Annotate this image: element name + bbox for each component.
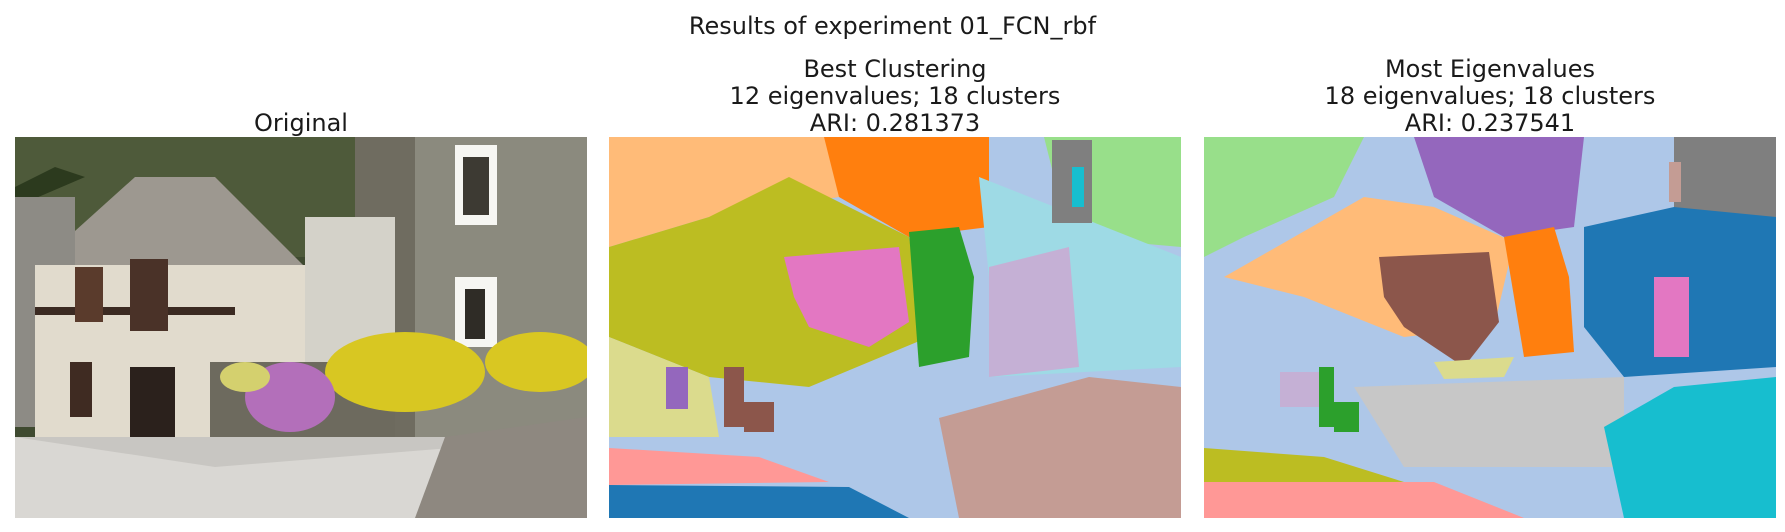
best-clustering-map — [609, 137, 1181, 518]
panel-title-line: Best Clustering — [803, 55, 987, 83]
panel-title-line: Most Eigenvalues — [1384, 55, 1596, 83]
panel-title-line: Original — [254, 109, 348, 137]
panel-title: Original — [15, 110, 587, 137]
panel-title-line: 18 eigenvalues; 18 clusters — [1324, 82, 1656, 110]
panel-original: Original — [15, 0, 587, 532]
panel-title-line: ARI: 0.237541 — [1404, 109, 1576, 137]
original-image — [15, 137, 587, 518]
panel-title-line: ARI: 0.281373 — [809, 109, 981, 137]
most-eigenvalues-map — [1204, 137, 1776, 518]
cluster-map — [609, 137, 1181, 518]
cluster-map — [1204, 137, 1776, 518]
panel-most-eigenvalues: Most Eigenvalues 18 eigenvalues; 18 clus… — [1204, 0, 1776, 532]
panel-title-line: 12 eigenvalues; 18 clusters — [729, 82, 1061, 110]
panel-title: Best Clustering 12 eigenvalues; 18 clust… — [609, 56, 1181, 137]
original-photo — [15, 137, 587, 518]
panel-title: Most Eigenvalues 18 eigenvalues; 18 clus… — [1204, 56, 1776, 137]
figure-title: Results of experiment 01_FCN_rbf — [688, 12, 1097, 40]
panel-best-clustering: Best Clustering 12 eigenvalues; 18 clust… — [609, 0, 1181, 532]
